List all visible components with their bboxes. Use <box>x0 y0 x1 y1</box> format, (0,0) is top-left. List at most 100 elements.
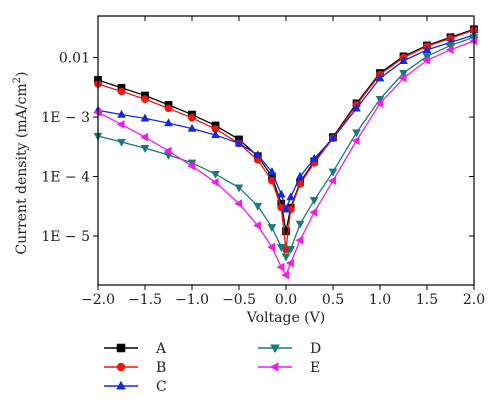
legend-item-A: A <box>104 341 167 357</box>
legend-marker <box>116 362 126 372</box>
data-point <box>267 242 276 252</box>
x-tick-label: −1.0 <box>175 292 209 308</box>
data-point <box>281 270 290 280</box>
x-axis-label: Voltage (V) <box>246 310 325 326</box>
y-axis-label-sup: 2 <box>12 77 23 83</box>
data-point <box>164 104 173 113</box>
data-point <box>422 44 432 53</box>
data-point <box>116 120 125 129</box>
data-point <box>117 87 126 96</box>
series-line <box>97 40 475 277</box>
data-point <box>286 246 296 255</box>
data-point <box>281 253 291 262</box>
data-point <box>140 113 150 122</box>
data-point <box>375 98 384 108</box>
data-point <box>140 132 149 142</box>
data-point <box>286 192 296 201</box>
legend-label: C <box>156 379 167 395</box>
data-point <box>188 113 196 122</box>
data-point <box>352 129 361 138</box>
series-layer <box>93 25 479 280</box>
data-point <box>295 235 304 245</box>
x-tick-label: 0.0 <box>275 292 297 308</box>
data-point <box>117 109 126 118</box>
y-axis-label-close: ) <box>14 72 30 77</box>
data-point <box>141 95 149 103</box>
data-point <box>276 243 286 252</box>
data-point <box>140 145 150 153</box>
legend-marker <box>116 343 126 353</box>
legend-label: D <box>310 341 321 357</box>
legend-label: B <box>156 360 166 376</box>
series-line <box>97 34 475 212</box>
data-point <box>117 138 126 147</box>
y-tick-label: 1E − 5 <box>41 229 90 245</box>
series-A <box>94 25 478 236</box>
data-point <box>445 45 454 55</box>
data-point <box>276 189 286 198</box>
y-axis-label: Current density (mA/cm2) <box>12 72 30 255</box>
data-point <box>211 130 220 139</box>
data-point <box>309 197 319 206</box>
data-point <box>422 55 431 65</box>
y-tick-label: 1E − 3 <box>41 110 90 126</box>
data-point <box>295 171 305 180</box>
data-point <box>267 224 277 233</box>
data-point <box>285 258 294 268</box>
y-tick-label: 0.01 <box>59 51 90 67</box>
legend-marker <box>270 344 280 354</box>
x-tick-label: 1.5 <box>416 292 438 308</box>
legend-marker <box>269 362 279 372</box>
data-point <box>399 69 408 78</box>
legend: ABC DE <box>104 341 321 395</box>
data-point <box>351 136 360 146</box>
legend-label: E <box>310 360 320 376</box>
data-point <box>276 262 285 272</box>
data-point <box>328 133 338 142</box>
data-point <box>93 107 102 117</box>
data-point <box>469 36 478 46</box>
data-point <box>187 161 196 171</box>
data-point <box>309 207 318 217</box>
x-tick-label: 0.5 <box>322 292 344 308</box>
data-point <box>375 73 385 82</box>
x-tick-label: 1.0 <box>369 292 391 308</box>
series-E <box>93 36 478 280</box>
data-point <box>187 123 197 132</box>
data-point <box>399 56 408 65</box>
legend-marker <box>116 380 126 390</box>
x-tick-label: −0.5 <box>222 292 256 308</box>
data-point <box>234 138 244 147</box>
data-point <box>281 204 291 213</box>
data-point <box>164 118 173 127</box>
legend-item-E: E <box>258 360 320 376</box>
series-C <box>93 30 479 213</box>
series-D <box>93 34 479 262</box>
series-line <box>97 28 475 232</box>
axes-layer: −2.0 −1.5 −1.0 −0.5 0.0 0.5 1.0 1.5 2.0 1E − 5 1E … <box>41 15 485 308</box>
data-point <box>234 199 243 209</box>
data-point <box>398 73 407 83</box>
data-point <box>163 146 172 156</box>
x-tick-label: −2.0 <box>81 292 115 308</box>
legend-item-D: D <box>258 341 321 357</box>
data-point <box>253 150 263 159</box>
data-point <box>210 177 219 187</box>
legend-item-B: B <box>104 360 166 376</box>
x-tick-label: 2.0 <box>463 292 485 308</box>
data-point <box>211 170 220 179</box>
legend-label: A <box>155 341 167 357</box>
data-point <box>328 176 337 186</box>
data-point <box>328 168 338 177</box>
y-axis-label-main: Current density (mA/cm <box>14 83 30 254</box>
series-line <box>97 36 475 258</box>
data-point <box>234 184 244 193</box>
data-point <box>352 103 361 112</box>
x-tick-label: −1.5 <box>128 292 162 308</box>
data-point <box>309 153 319 162</box>
y-tick-label: 1E − 4 <box>41 170 90 186</box>
data-point <box>253 202 263 211</box>
data-point <box>252 221 261 230</box>
legend-item-C: C <box>104 379 167 395</box>
